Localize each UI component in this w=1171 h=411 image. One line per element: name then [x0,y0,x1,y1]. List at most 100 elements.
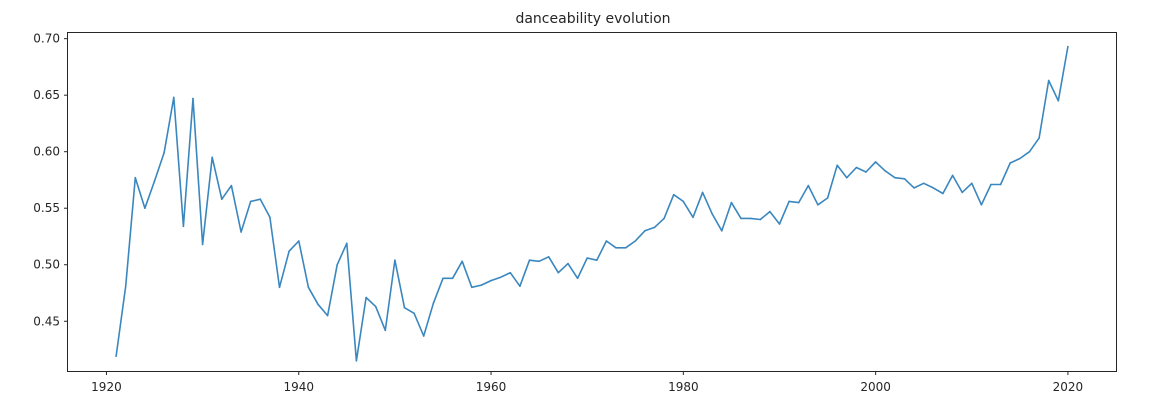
data-point [576,277,579,280]
data-point [461,260,464,263]
data-point [836,164,838,167]
data-point [471,286,473,289]
data-point [807,184,810,187]
data-point [163,152,165,154]
y-tick-label: 0.65 [33,88,60,102]
data-point [394,259,396,262]
data-point [1009,162,1011,164]
data-point [547,255,550,258]
data-point [932,187,935,189]
data-point [557,271,560,274]
data-point [1038,137,1040,139]
data-point [951,174,954,177]
data-point [769,210,771,213]
data-point [269,216,271,219]
plot-area-frame [67,32,1117,372]
data-point [884,170,886,172]
x-axis: 1920 1940 1960 1980 2000 2020 [91,371,1083,394]
data-point [817,204,819,206]
data-point [1067,45,1069,48]
chart-title: danceability evolution [515,11,670,27]
data-point [134,176,137,179]
data-point [846,176,848,179]
data-point [999,183,1002,186]
data-point [586,257,588,259]
data-point [249,200,252,203]
data-point [942,192,944,195]
data-point [298,240,300,242]
data-point [797,201,800,204]
data-point [682,200,685,203]
data-point [624,247,627,249]
data-point [230,184,233,187]
data-point [403,306,406,309]
data-point [759,218,762,221]
data-point [567,262,569,265]
data-point [278,286,281,289]
x-tick-label: 1980 [668,380,699,394]
data-point [903,178,906,180]
data-point [1047,79,1050,82]
y-tick-label: 0.55 [33,201,60,215]
data-point [173,96,175,99]
data-point [596,259,598,262]
data-point [355,360,358,362]
data-point [894,176,896,179]
data-point [336,263,339,266]
data-point [971,182,973,185]
x-tick-label: 1940 [283,380,314,394]
data-point [307,286,310,289]
x-tick-label: 2020 [1053,380,1084,394]
data-point [480,284,483,286]
data-point [374,305,377,308]
data-point [711,213,713,215]
data-point [490,279,492,282]
data-point [740,217,742,220]
data-point [211,156,213,159]
data-point [413,312,415,315]
data-point [259,198,262,200]
data-point [153,180,156,182]
x-tick-label: 2000 [860,380,891,394]
data-point [692,216,694,219]
data-point [644,230,646,232]
data-point [201,243,204,246]
data-point [778,223,781,225]
data-point [528,259,531,262]
data-point [509,271,512,274]
y-tick-label: 0.70 [33,32,60,46]
data-point [221,198,223,200]
data-point [990,183,992,186]
data-point [730,201,733,204]
data-point [826,197,829,199]
data-point [240,231,242,233]
data-point [855,166,858,169]
data-point [961,191,963,194]
y-tick-label: 0.50 [33,258,60,272]
data-point [788,200,790,203]
data-point [384,329,387,332]
series-group [115,45,1069,362]
data-point [538,260,540,263]
data-point [701,191,704,194]
data-point [749,217,752,220]
data-point [346,242,348,245]
series-line [115,46,1069,362]
x-tick-label: 1920 [91,380,122,394]
data-point [865,171,867,173]
data-point [288,250,290,252]
data-point [663,217,665,220]
data-point [115,355,117,358]
data-point [182,225,185,228]
data-point [442,277,444,280]
data-point [124,285,127,288]
data-point [422,335,425,337]
data-point [653,226,656,229]
data-point [615,247,617,249]
data-point [721,230,723,232]
x-tick-label: 1960 [476,380,507,394]
data-point [605,240,608,242]
data-point [1019,157,1021,160]
